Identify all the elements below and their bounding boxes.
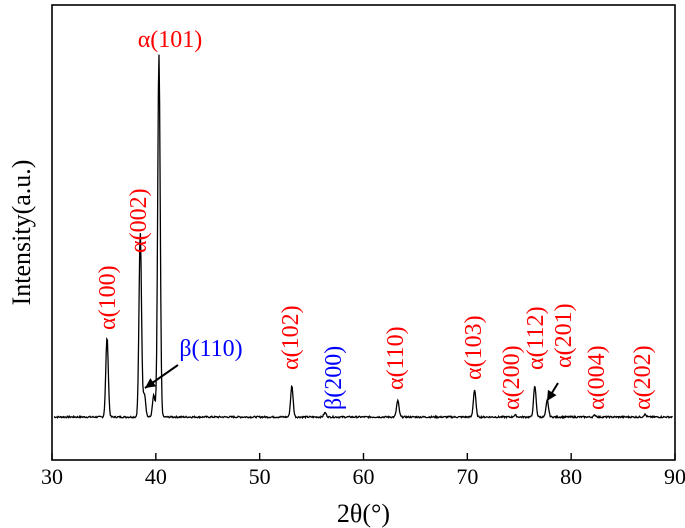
x-tick-label: 30	[41, 464, 63, 489]
annotation-arrow-head	[547, 389, 557, 401]
series-line	[53, 54, 673, 420]
annotation-arrow-head	[145, 378, 157, 388]
x-tick-label: 70	[456, 464, 478, 489]
x-tick-label: 50	[249, 464, 271, 489]
peak-label: α(110)	[383, 326, 409, 390]
x-axis-title: 2θ(°)	[337, 499, 390, 528]
peak-label: α(202)	[630, 345, 656, 410]
peak-label: α(112)	[523, 306, 549, 370]
x-tick-label: 80	[560, 464, 582, 489]
peak-label: α(200)	[499, 345, 525, 410]
plot-area: 30 40 50 60 70 80 90 α(100)α(002)α(101)β(110) α…	[41, 4, 685, 489]
peak-label: α(101)	[138, 27, 203, 53]
peak-label: α(002)	[126, 188, 152, 253]
x-tick-label: 40	[145, 464, 167, 489]
x-ticks: 30 40 50 60 70 80 90	[41, 453, 685, 489]
x-tick-label: 60	[353, 464, 375, 489]
peak-label: α(103)	[461, 315, 487, 380]
peak-label: β(110)	[179, 336, 242, 362]
y-axis-title: Intensity(a.u.)	[7, 160, 36, 306]
x-tick-label: 90	[664, 464, 685, 489]
peak-label: α(004)	[584, 345, 610, 410]
peak-label: α(100)	[95, 265, 121, 330]
peak-label: α(102)	[278, 305, 304, 370]
peak-label: β(200)	[321, 346, 347, 410]
peak-label: α(201)	[551, 303, 577, 368]
peak-annotations: α(100)α(002) α(101) β(110) α(102) β(200) α(11…	[95, 27, 656, 410]
